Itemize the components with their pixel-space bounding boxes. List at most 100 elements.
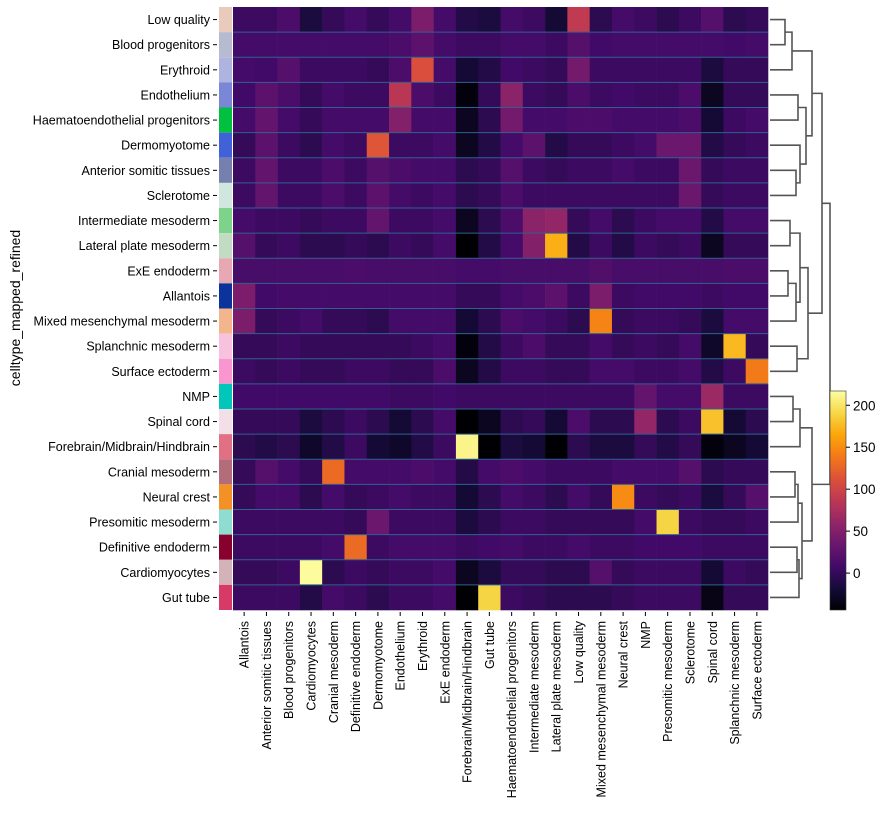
heatmap-cell: [678, 233, 702, 259]
heatmap-cell: [233, 383, 256, 410]
heatmap-cell: [322, 308, 345, 334]
dendrogram-branch: [770, 270, 789, 297]
heatmap-cell: [745, 258, 769, 284]
row-label: Dermomyotome: [121, 139, 210, 153]
heatmap-cell: [366, 534, 390, 561]
heatmap-cell: [701, 484, 724, 510]
heatmap-cell: [745, 434, 769, 460]
heatmap-cell: [455, 57, 479, 83]
heatmap-cell: [322, 459, 345, 485]
row-label: Blood progenitors: [112, 38, 210, 52]
heatmap-cell: [322, 333, 345, 360]
heatmap-cell: [522, 82, 546, 108]
heatmap-cell: [545, 82, 568, 108]
heatmap-cell: [233, 283, 256, 309]
heatmap-cell: [389, 7, 412, 33]
heatmap-cell: [500, 132, 524, 159]
heatmap-cell: [701, 82, 724, 108]
heatmap-cell: [545, 32, 568, 58]
heatmap-cell: [344, 383, 368, 410]
heatmap-cell: [255, 459, 278, 485]
heatmap-cell: [277, 534, 301, 561]
heatmap-cell: [233, 409, 256, 435]
heatmap-cell: [366, 233, 390, 259]
heatmap-cell: [344, 534, 368, 561]
heatmap-cell: [433, 157, 457, 184]
heatmap-cell: [277, 509, 301, 535]
heatmap-cell: [500, 459, 524, 485]
heatmap-cell: [611, 409, 635, 435]
heatmap-cell: [411, 434, 434, 460]
heatmap-cell: [611, 57, 635, 83]
heatmap-cell: [723, 409, 747, 435]
heatmap-cell: [455, 333, 479, 360]
heatmap-cell: [656, 383, 680, 410]
row-color-swatch: [219, 509, 232, 535]
heatmap-cell: [344, 82, 368, 108]
heatmap-cell: [701, 358, 724, 385]
heatmap-cell: [567, 584, 590, 611]
heatmap-cell: [322, 484, 345, 510]
row-label: Lateral plate mesoderm: [79, 239, 210, 253]
heatmap-cell: [299, 484, 323, 510]
dendrogram-branch: [770, 395, 794, 423]
heatmap-cell: [656, 434, 680, 460]
heatmap-cell: [567, 559, 590, 586]
heatmap-cell: [545, 283, 568, 309]
heatmap-cell: [589, 107, 613, 133]
heatmap-cell: [433, 258, 457, 284]
heatmap-cell: [656, 584, 680, 611]
row-label: Spinal cord: [147, 415, 210, 429]
row-label: Neural crest: [143, 490, 211, 504]
heatmap-cell: [233, 182, 256, 209]
heatmap-cell: [455, 283, 479, 309]
heatmap-cell: [322, 409, 345, 435]
heatmap-cell: [433, 434, 457, 460]
heatmap-cell: [701, 584, 724, 611]
heatmap-cell: [634, 409, 657, 435]
heatmap-cell: [411, 132, 434, 159]
heatmap-cell: [433, 233, 457, 259]
heatmap-cell: [478, 208, 501, 234]
heatmap-cell: [522, 182, 546, 209]
heatmap-cell: [433, 383, 457, 410]
heatmap-cell: [411, 409, 434, 435]
heatmap-cell: [745, 358, 769, 385]
heatmap-cell: [455, 132, 479, 159]
heatmap-cell: [611, 333, 635, 360]
heatmap-cell: [233, 157, 256, 184]
heatmap-cell: [611, 182, 635, 209]
row-color-bar: [219, 7, 232, 610]
row-label: Mixed mesenchymal mesoderm: [34, 315, 210, 329]
heatmap-cell: [478, 409, 501, 435]
heatmap-cell: [745, 509, 769, 535]
colorbar: 0 50 100 150 200: [829, 390, 876, 611]
heatmap-cell: [634, 434, 657, 460]
heatmap-cell: [567, 208, 590, 234]
heatmap-cell: [299, 308, 323, 334]
dendrogram-branch: [770, 31, 793, 71]
row-separators: [233, 31, 768, 586]
heatmap-cell: [366, 258, 390, 284]
heatmap-cell: [389, 82, 412, 108]
heatmap-cell: [611, 233, 635, 259]
heatmap-cell: [745, 57, 769, 83]
heatmap-cell: [723, 459, 747, 485]
heatmap-cell: [389, 584, 412, 611]
heatmap-cell: [411, 283, 434, 309]
heatmap-cell: [678, 7, 702, 33]
row-label: ExE endoderm: [127, 264, 210, 278]
heatmap-cell: [545, 333, 568, 360]
heatmap-cell: [322, 258, 345, 284]
heatmap-cell: [500, 559, 524, 586]
heatmap-cell: [389, 308, 412, 334]
heatmap-cell: [500, 383, 524, 410]
heatmap-cell: [545, 157, 568, 184]
heatmap-cell: [455, 358, 479, 385]
heatmap-cell: [678, 107, 702, 133]
heatmap-cell: [500, 208, 524, 234]
column-label: NMP: [639, 621, 653, 649]
heatmap-cell: [611, 559, 635, 586]
heatmap-cell: [745, 233, 769, 259]
heatmap-cell: [411, 459, 434, 485]
